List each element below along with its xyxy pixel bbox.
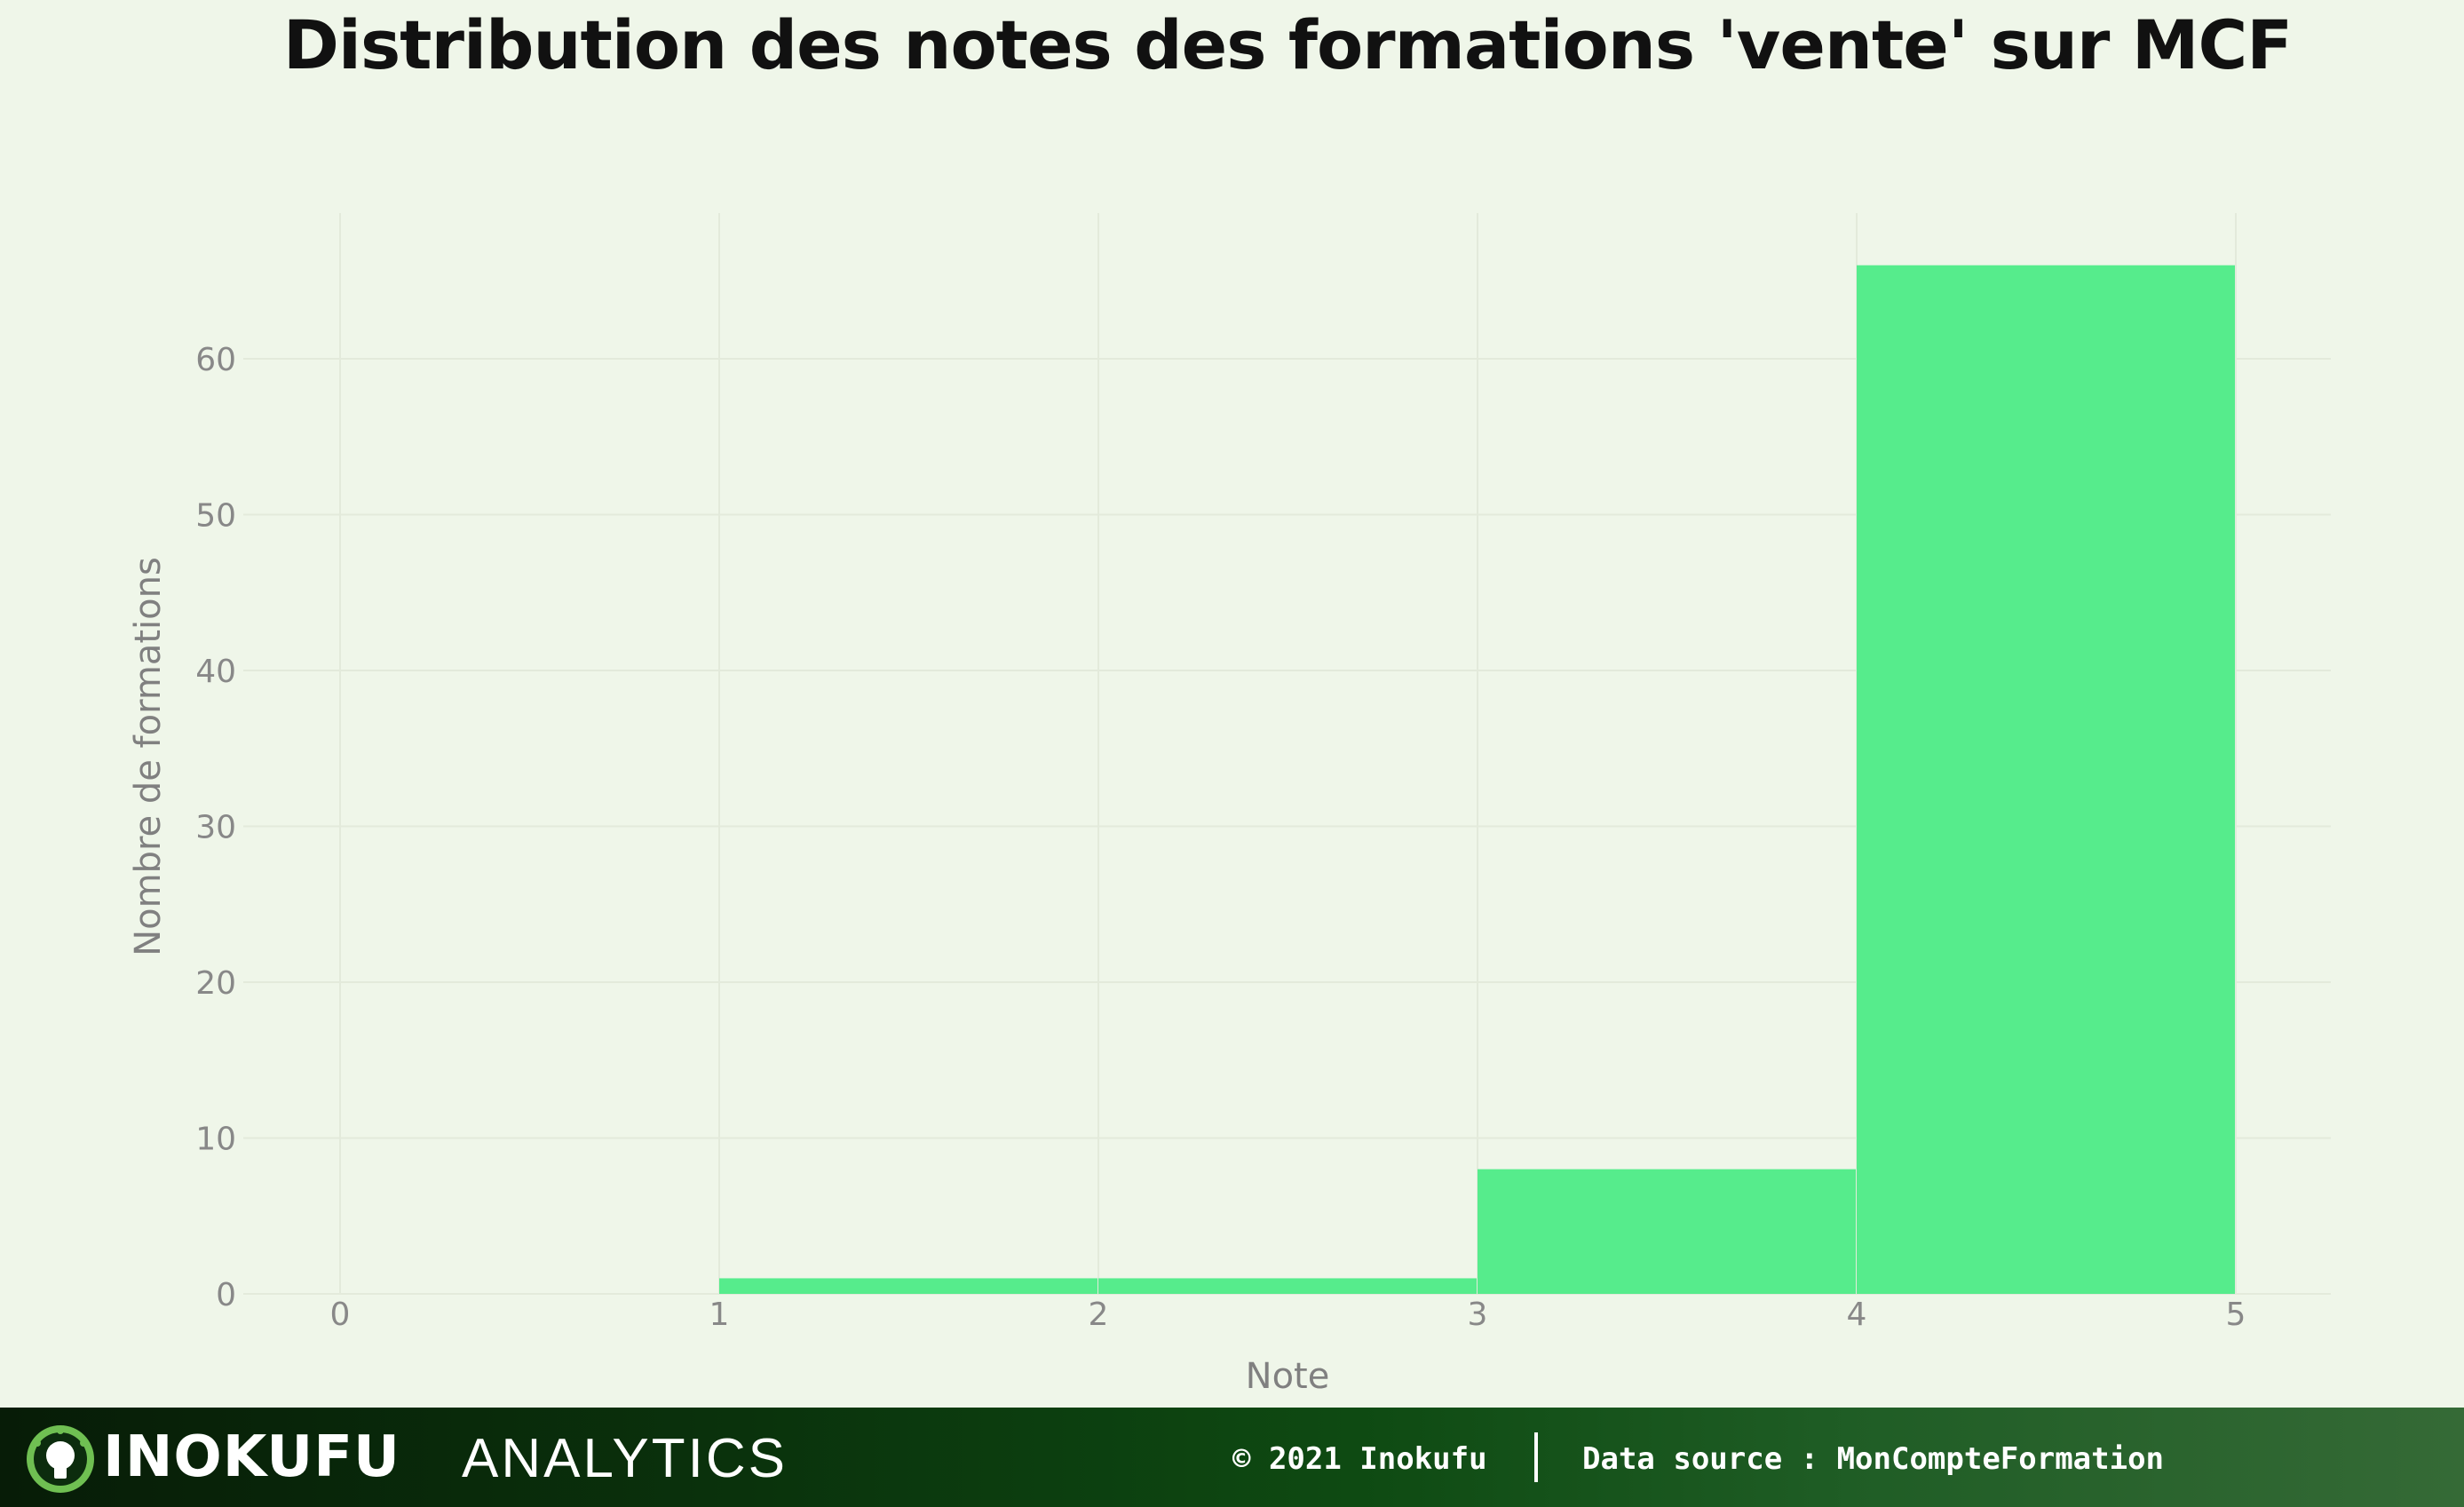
histogram-bar-2-3 xyxy=(1098,1278,1477,1294)
y-axis-label: Nombre de formations xyxy=(128,557,169,956)
x-tick-label: 5 xyxy=(2226,1297,2246,1333)
x-tick-label: 0 xyxy=(330,1297,351,1333)
y-axis-ticks: 0 10 20 30 40 50 60 xyxy=(195,342,236,1313)
x-tick-label: 1 xyxy=(709,1297,730,1333)
x-tick-label: 2 xyxy=(1089,1297,1109,1333)
chart-title: Distribution des notes des formations 'v… xyxy=(282,5,2293,84)
brand-subtitle: ANALYTICS xyxy=(462,1428,788,1489)
x-tick-label: 3 xyxy=(1468,1297,1488,1333)
histogram-chart: 0 1 2 3 4 5 0 10 20 30 40 50 60 Note Nombre de form… xyxy=(128,213,2331,1397)
x-axis-label: Note xyxy=(1246,1356,1330,1397)
y-tick-label: 0 xyxy=(216,1277,236,1313)
histogram-bar-4-5 xyxy=(1857,265,2235,1295)
copyright-text: © 2021 Inokufu xyxy=(1232,1441,1487,1477)
footer-separator xyxy=(1534,1432,1538,1482)
data-source-text: Data source : MonCompteFormation xyxy=(1582,1441,2165,1477)
y-tick-label: 20 xyxy=(195,965,236,1002)
bulb-logo-icon xyxy=(27,1425,94,1493)
y-tick-label: 10 xyxy=(195,1122,236,1158)
x-tick-label: 4 xyxy=(1847,1297,1867,1333)
y-tick-label: 50 xyxy=(195,498,236,535)
histogram-bar-1-2 xyxy=(719,1278,1097,1294)
y-tick-label: 40 xyxy=(195,654,236,690)
brand-name: INOKUFU xyxy=(103,1424,400,1490)
histogram-bars xyxy=(719,265,2235,1295)
y-tick-label: 30 xyxy=(195,810,236,846)
histogram-bar-3-4 xyxy=(1478,1169,1856,1294)
footer-bar: INOKUFU ANALYTICS © 2021 Inokufu Data so… xyxy=(0,1408,2464,1507)
y-tick-label: 60 xyxy=(195,342,236,378)
x-axis-ticks: 0 1 2 3 4 5 xyxy=(330,1297,2246,1333)
